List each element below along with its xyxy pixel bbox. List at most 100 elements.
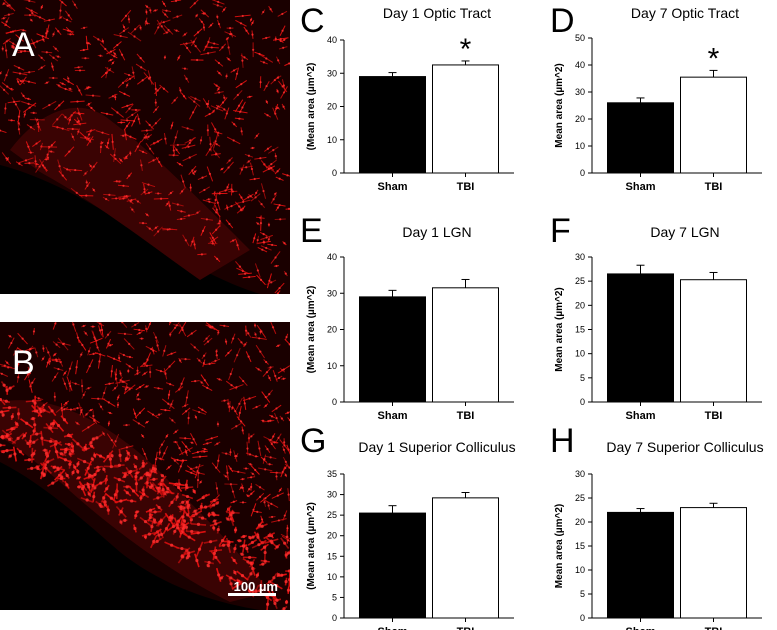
cell-body	[18, 450, 22, 454]
cell-body	[260, 518, 264, 521]
cell-body	[109, 464, 113, 469]
cell-body	[258, 52, 261, 56]
cell-body	[238, 411, 241, 414]
cell-body	[185, 410, 188, 413]
cell-body	[100, 328, 104, 332]
cell-body	[40, 66, 43, 69]
cell-body	[42, 38, 45, 41]
cell-body	[145, 471, 149, 475]
cell-body	[128, 174, 131, 177]
cell-body	[270, 415, 274, 418]
cell-body	[267, 238, 270, 241]
cell-body	[228, 27, 232, 30]
cell-body	[247, 154, 251, 157]
cell-body	[203, 379, 206, 382]
cell-body	[76, 100, 79, 103]
cell-body	[5, 49, 8, 52]
cell-body	[85, 413, 88, 416]
cell-body	[239, 110, 242, 113]
cell-body	[15, 422, 19, 426]
x-tick-label: TBI	[705, 181, 723, 193]
micrograph-a-image	[0, 0, 290, 294]
cell-body	[169, 322, 172, 324]
cell-body	[80, 487, 85, 491]
cell-body	[19, 50, 23, 53]
cell-body	[252, 508, 255, 511]
cell-body	[242, 379, 245, 383]
cell-body	[5, 388, 9, 392]
cell-body	[31, 381, 34, 384]
cell-body	[63, 408, 66, 411]
cell-body	[228, 405, 231, 408]
cell-body	[91, 437, 95, 441]
cell-body	[106, 508, 110, 512]
cell-body	[206, 442, 209, 445]
cell-body	[51, 65, 54, 68]
cell-body	[125, 155, 128, 158]
cell-body	[121, 380, 124, 383]
cell-body	[278, 203, 281, 207]
y-tick-label: 30	[327, 68, 337, 78]
cell-body	[247, 332, 250, 335]
bar-sham	[607, 273, 674, 403]
y-tick-label: 30	[327, 288, 337, 298]
cell-body	[268, 376, 271, 380]
cell-body	[84, 57, 87, 60]
cell-body	[170, 500, 174, 504]
cell-body	[275, 545, 279, 549]
cell-body	[232, 500, 235, 503]
cell-body	[139, 496, 143, 500]
cell-body	[54, 375, 57, 379]
cell-body	[166, 202, 169, 206]
cell-body	[76, 121, 79, 124]
cell-body	[217, 61, 221, 65]
cell-body	[44, 466, 48, 470]
cell-body	[69, 384, 72, 388]
cell-body	[80, 384, 84, 388]
cell-body	[248, 397, 251, 400]
cell-body	[143, 362, 146, 365]
cell-body	[248, 488, 251, 491]
cell-body	[47, 145, 51, 149]
cell-body	[237, 470, 240, 473]
cell-body	[202, 354, 206, 357]
cell-body	[16, 412, 21, 416]
cell-body	[146, 358, 149, 361]
cell-body	[177, 56, 180, 59]
cell-body	[287, 493, 290, 496]
cell-body	[146, 213, 149, 216]
cell-body	[229, 372, 232, 376]
cell-body	[252, 48, 255, 51]
cell-body	[97, 397, 100, 400]
cell-body	[43, 448, 47, 452]
cell-body	[202, 26, 206, 29]
cell-body	[235, 72, 239, 75]
cell-body	[279, 218, 282, 221]
cell-body	[2, 88, 6, 91]
panel-letter-c: C	[300, 2, 325, 40]
cell-body	[286, 588, 290, 592]
y-tick-label: 10	[327, 361, 337, 371]
cell-body	[185, 451, 188, 454]
cell-body	[208, 112, 211, 116]
cell-body	[220, 167, 224, 171]
cell-body	[217, 87, 220, 91]
y-tick-label: 40	[575, 60, 585, 70]
cell-body	[148, 123, 151, 127]
cell-body	[134, 108, 138, 112]
cell-body	[237, 104, 241, 107]
cell-body	[251, 146, 254, 150]
cell-body	[35, 432, 39, 436]
cell-body	[25, 421, 29, 425]
cell-body	[2, 17, 5, 20]
cell-body	[114, 440, 117, 443]
cell-body	[250, 485, 253, 489]
cell-body	[167, 28, 170, 32]
cell-body	[195, 558, 199, 563]
bar-tbi	[680, 279, 747, 403]
bar-sham	[359, 512, 426, 619]
cell-body	[150, 348, 153, 351]
cell-body	[134, 455, 138, 459]
cell-body	[154, 108, 158, 111]
cell-body	[81, 343, 84, 347]
